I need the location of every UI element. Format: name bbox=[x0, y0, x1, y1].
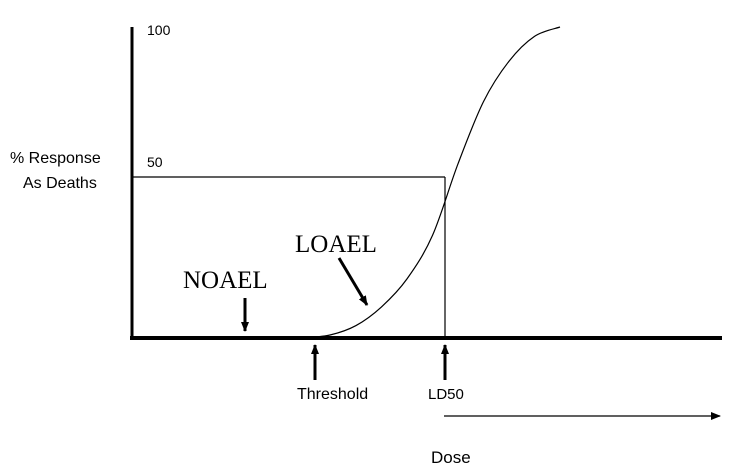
y-axis-label-line-1: % Response bbox=[10, 150, 101, 167]
y-tick-label-100: 100 bbox=[147, 22, 171, 38]
annotation-noael-label: NOAEL bbox=[183, 267, 268, 294]
annotation-loael-label: LOAEL bbox=[295, 231, 377, 258]
loael-arrow bbox=[337, 257, 369, 306]
reference-lines bbox=[132, 176, 446, 338]
y-axis-title: % Response As Deaths bbox=[10, 150, 101, 192]
axes-group bbox=[130, 27, 722, 340]
annotation-threshold-label: Threshold bbox=[297, 386, 368, 403]
x-axis-label: Dose bbox=[431, 448, 471, 467]
dose-response-curve bbox=[304, 26, 561, 339]
y-axis-label-line-2: As Deaths bbox=[23, 175, 97, 192]
annotation-ld50-label: LD50 bbox=[428, 386, 464, 403]
y-tick-label-50: 50 bbox=[147, 154, 163, 170]
annotation-group: NOAEL LOAEL Threshold LD50 bbox=[183, 231, 464, 403]
x-axis-group: Dose bbox=[431, 412, 721, 467]
tick-group: 100 50 bbox=[147, 22, 171, 170]
